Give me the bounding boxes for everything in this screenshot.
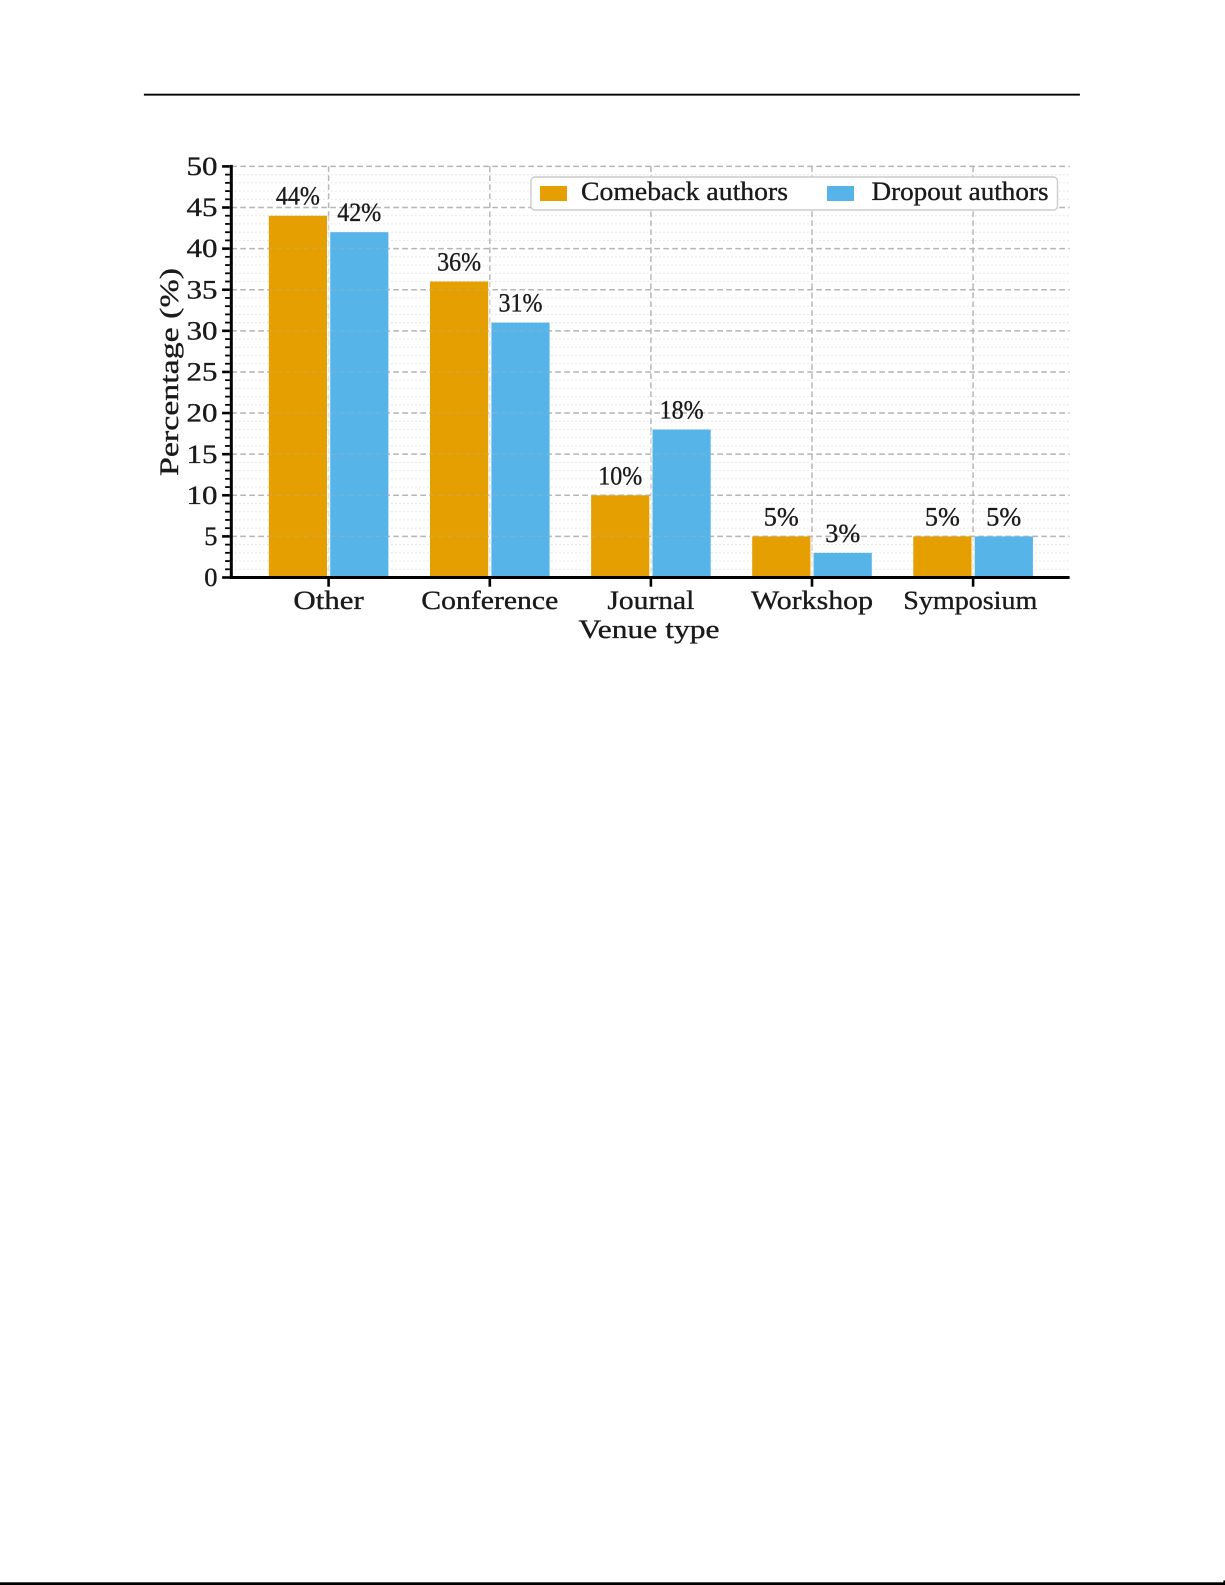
svg-text:Workshop: Workshop [751,585,873,615]
svg-text:45: 45 [187,192,218,222]
svg-text:18%: 18% [660,395,704,425]
svg-text:10%: 10% [598,460,642,490]
svg-text:50: 50 [187,151,218,181]
svg-text:15: 15 [187,439,218,469]
svg-text:44%: 44% [276,181,320,211]
svg-text:Other: Other [293,585,364,615]
svg-text:Comeback authors: Comeback authors [581,176,788,206]
svg-text:5: 5 [204,521,217,551]
svg-text:Journal: Journal [607,585,694,615]
svg-text:3%: 3% [825,518,860,548]
svg-text:Conference: Conference [421,585,558,615]
svg-text:Dropout authors: Dropout authors [872,176,1049,206]
svg-text:Percentage (%): Percentage (%) [154,268,184,476]
svg-text:31%: 31% [499,288,543,318]
svg-text:Venue type: Venue type [579,614,720,644]
svg-text:20: 20 [187,398,218,428]
svg-text:Symposium: Symposium [903,585,1037,615]
svg-text:40: 40 [187,233,218,263]
svg-text:30: 30 [187,315,218,345]
svg-text:35: 35 [187,274,218,304]
svg-text:42%: 42% [337,197,381,227]
svg-text:5%: 5% [986,501,1021,531]
svg-text:10: 10 [187,480,218,510]
svg-text:0: 0 [204,562,217,592]
svg-text:36%: 36% [437,247,481,277]
svg-text:25: 25 [187,357,218,387]
svg-text:5%: 5% [764,501,799,531]
svg-text:5%: 5% [925,501,960,531]
